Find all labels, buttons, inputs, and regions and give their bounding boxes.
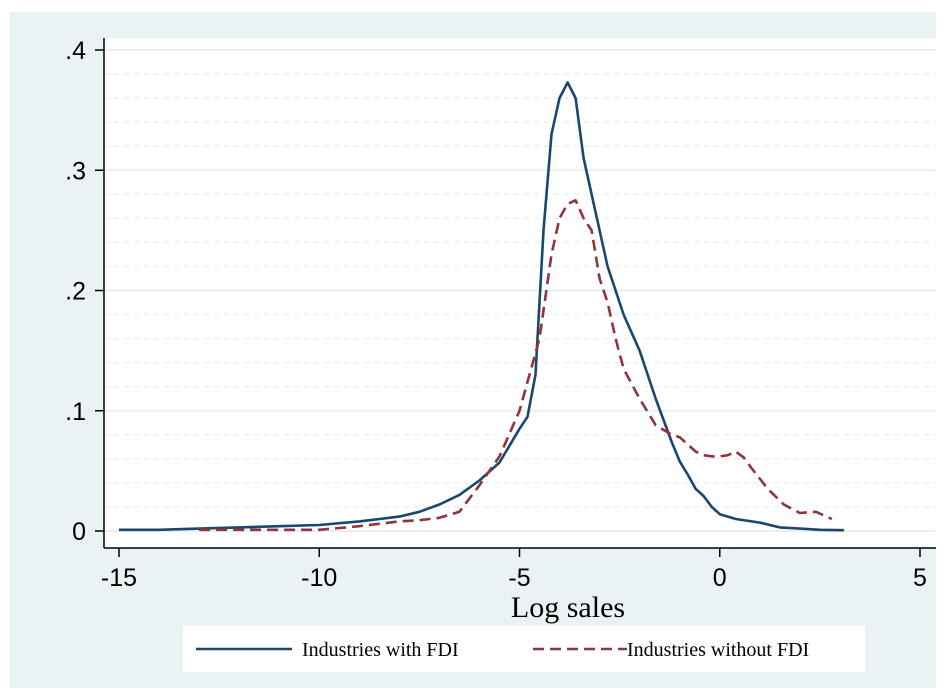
series-line-with-fdi [119, 81, 844, 532]
y-tick-label: 0 [72, 518, 86, 546]
plot-area [104, 38, 936, 548]
x-tick-label: -15 [101, 564, 137, 592]
y-tick-label: .3 [65, 157, 86, 185]
axes: 0 .1 .2 .3 .4 -15 -10 -5 0 5 [65, 37, 936, 592]
x-tick-label: -10 [301, 564, 337, 592]
series-lines [119, 81, 844, 532]
x-axis-label: Log sales [511, 591, 625, 624]
x-tick-label: -5 [508, 564, 530, 592]
y-tick-label: .4 [65, 37, 86, 65]
x-tick-label: 0 [713, 564, 727, 592]
y-tick-label: .1 [65, 398, 86, 426]
legend-label-with-fdi: Industries with FDI [302, 639, 459, 661]
y-tick-label: .2 [65, 278, 86, 306]
x-tick-label: 5 [913, 564, 927, 592]
legend-box [183, 626, 865, 672]
legend: Industries with FDI Industries without FD… [183, 626, 865, 672]
legend-label-without-fdi: Industries without FDI [627, 639, 809, 661]
series-line-without-fdi [199, 199, 833, 532]
grid-lines [104, 49, 936, 532]
